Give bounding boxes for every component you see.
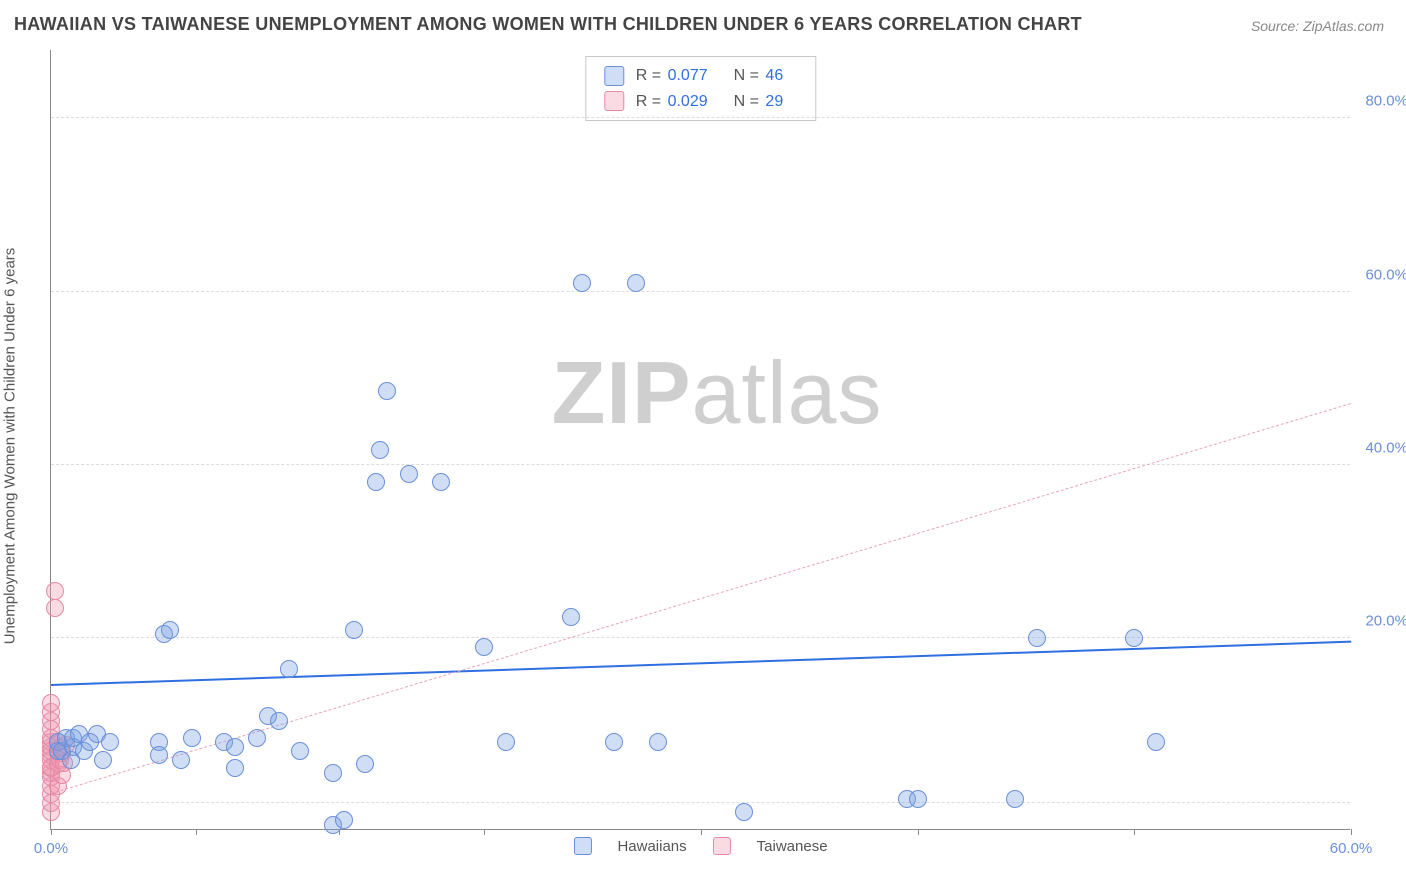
data-point bbox=[378, 382, 396, 400]
gridline bbox=[51, 117, 1350, 118]
legend-label: Taiwanese bbox=[757, 838, 828, 855]
data-point bbox=[46, 599, 64, 617]
data-point bbox=[335, 811, 353, 829]
data-point bbox=[367, 473, 385, 491]
source-attribution: Source: ZipAtlas.com bbox=[1251, 18, 1384, 34]
data-point bbox=[46, 582, 64, 600]
data-point bbox=[270, 712, 288, 730]
stats-row: R = 0.029N = 29 bbox=[604, 89, 797, 115]
data-point bbox=[248, 729, 266, 747]
data-point bbox=[1006, 790, 1024, 808]
x-tick-mark bbox=[1351, 829, 1352, 835]
x-tick-mark bbox=[918, 829, 919, 835]
correlation-stats-box: R = 0.077N = 46R = 0.029N = 29 bbox=[585, 56, 816, 121]
data-point bbox=[172, 751, 190, 769]
data-point bbox=[1125, 629, 1143, 647]
y-tick-label: 20.0% bbox=[1365, 613, 1406, 630]
data-point bbox=[649, 733, 667, 751]
data-point bbox=[183, 729, 201, 747]
data-point bbox=[226, 738, 244, 756]
legend-label: Hawaiians bbox=[617, 838, 686, 855]
data-point bbox=[475, 638, 493, 656]
x-tick-mark bbox=[701, 829, 702, 835]
y-tick-label: 80.0% bbox=[1365, 93, 1406, 110]
x-tick-mark bbox=[196, 829, 197, 835]
data-point bbox=[150, 746, 168, 764]
data-point bbox=[735, 803, 753, 821]
x-tick-mark bbox=[1134, 829, 1135, 835]
data-point bbox=[42, 694, 60, 712]
x-tick-label: 0.0% bbox=[34, 840, 68, 857]
data-point bbox=[562, 608, 580, 626]
data-point bbox=[356, 755, 374, 773]
data-point bbox=[280, 660, 298, 678]
data-point bbox=[371, 441, 389, 459]
legend-swatch bbox=[573, 837, 591, 855]
data-point bbox=[324, 764, 342, 782]
x-tick-mark bbox=[484, 829, 485, 835]
scatter-plot: ZIPatlas R = 0.077N = 46R = 0.029N = 29 … bbox=[50, 50, 1350, 830]
data-point bbox=[605, 733, 623, 751]
data-point bbox=[400, 465, 418, 483]
data-point bbox=[497, 733, 515, 751]
legend-swatch bbox=[713, 837, 731, 855]
gridline bbox=[51, 291, 1350, 292]
legend-swatch bbox=[604, 66, 624, 86]
data-point bbox=[101, 733, 119, 751]
gridline bbox=[51, 464, 1350, 465]
data-point bbox=[1028, 629, 1046, 647]
data-point bbox=[226, 759, 244, 777]
data-point bbox=[1147, 733, 1165, 751]
data-point bbox=[909, 790, 927, 808]
data-point bbox=[345, 621, 363, 639]
data-point bbox=[291, 742, 309, 760]
y-tick-label: 60.0% bbox=[1365, 266, 1406, 283]
chart-title: HAWAIIAN VS TAIWANESE UNEMPLOYMENT AMONG… bbox=[14, 14, 1082, 35]
x-tick-label: 60.0% bbox=[1330, 840, 1373, 857]
series-legend: Hawaiians Taiwanese bbox=[573, 837, 827, 855]
x-tick-mark bbox=[51, 829, 52, 835]
gridline bbox=[51, 637, 1350, 638]
gridline bbox=[51, 802, 1350, 803]
watermark: ZIPatlas bbox=[552, 342, 883, 444]
legend-swatch bbox=[604, 91, 624, 111]
y-tick-label: 40.0% bbox=[1365, 440, 1406, 457]
data-point bbox=[627, 274, 645, 292]
data-point bbox=[161, 621, 179, 639]
stats-row: R = 0.077N = 46 bbox=[604, 63, 797, 89]
data-point bbox=[432, 473, 450, 491]
trend-line bbox=[51, 641, 1351, 686]
data-point bbox=[573, 274, 591, 292]
data-point bbox=[94, 751, 112, 769]
y-axis-label: Unemployment Among Women with Children U… bbox=[2, 248, 19, 645]
